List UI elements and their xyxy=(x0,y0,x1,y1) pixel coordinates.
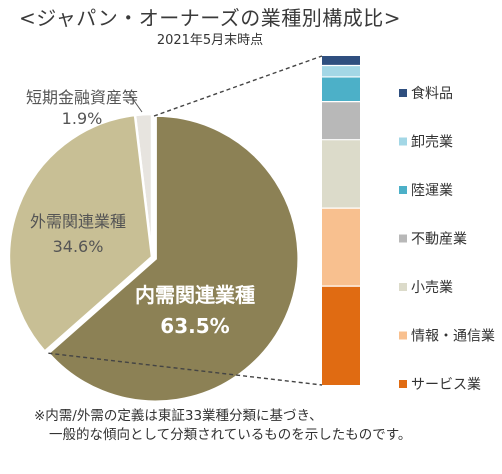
connector-lines xyxy=(48,55,323,386)
legend-swatch xyxy=(399,380,407,388)
bar-segment-1 xyxy=(322,208,360,287)
label-external-name: 外需関連業種 xyxy=(30,212,126,231)
label-short-term-value: 1.9% xyxy=(62,109,103,128)
footnote: ※内需/外需の定義は東証33業種分類に基づき、 一般的な傾向として分類されている… xyxy=(34,407,494,445)
legend-label: 小売業 xyxy=(411,280,453,296)
legend-label: 卸売業 xyxy=(411,135,453,151)
footnote-line-2: 一般的な傾向として分類されているものを示したものです。 xyxy=(49,427,412,443)
bar-segment-2 xyxy=(322,139,360,209)
label-domestic-name: 内需関連業種 xyxy=(135,283,255,307)
chart-subtitle: 2021年5月末時点 xyxy=(156,33,264,48)
legend-label: 不動産業 xyxy=(411,232,467,248)
pie-slice-domestic xyxy=(46,114,300,403)
bar-segment-6 xyxy=(322,56,360,66)
label-external-value: 34.6% xyxy=(53,237,104,256)
bar-segment-0 xyxy=(322,286,360,385)
bar-segment-3 xyxy=(322,101,360,140)
connector-line-top xyxy=(153,55,323,117)
pie-chart xyxy=(7,112,300,403)
stacked-bar xyxy=(322,56,360,385)
label-short-term-name: 短期金融資産等 xyxy=(26,88,138,107)
bar-segment-5 xyxy=(322,65,360,77)
legend-label: 陸運業 xyxy=(411,183,453,199)
legend-label: 情報・通信業 xyxy=(411,329,495,345)
connector-line-bottom xyxy=(48,352,323,386)
legend-swatch xyxy=(399,137,407,146)
legend-swatch xyxy=(399,186,407,194)
legend-label: 食料品 xyxy=(411,85,453,102)
pie-labels: 内需関連業種 63.5% 外需関連業種 34.6% 短期金融資産等 1.9% xyxy=(26,88,255,338)
pie-slice-external xyxy=(7,113,154,354)
legend-label: サービス業 xyxy=(411,377,481,393)
legend-swatch xyxy=(399,283,407,291)
label-domestic-value: 63.5% xyxy=(160,314,229,338)
footnote-line-1: ※内需/外需の定義は東証33業種分類に基づき、 xyxy=(34,408,323,424)
label-leader-line xyxy=(129,94,143,113)
legend-swatch xyxy=(399,89,407,97)
bar-segment-4 xyxy=(322,76,360,102)
chart-title: <ジャパン・オーナーズの業種別構成比> xyxy=(18,6,401,30)
legend-swatch xyxy=(399,234,407,243)
legend-swatch xyxy=(399,331,407,340)
